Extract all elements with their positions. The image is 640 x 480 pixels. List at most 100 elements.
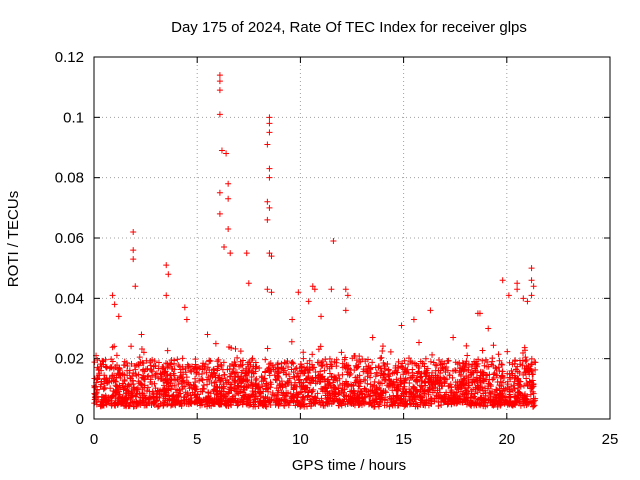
data-point: [109, 344, 116, 351]
data-point: [283, 393, 290, 400]
data-point: [239, 357, 246, 364]
data-point: [374, 386, 381, 393]
data-point: [250, 363, 257, 370]
data-point: [304, 394, 311, 401]
data-point: [318, 395, 325, 402]
data-point: [481, 385, 488, 392]
data-point: [350, 382, 357, 389]
data-point: [493, 386, 500, 393]
data-point: [272, 376, 279, 383]
data-point: [372, 373, 379, 380]
data-point: [123, 395, 130, 402]
data-point: [246, 392, 253, 399]
data-point: [318, 363, 325, 370]
data-point: [98, 381, 105, 388]
data-point-spike: [183, 316, 190, 323]
data-point: [232, 345, 239, 352]
data-point: [389, 401, 396, 408]
data-point: [312, 369, 319, 376]
data-point: [269, 391, 276, 398]
data-point: [206, 402, 213, 409]
data-point: [185, 363, 192, 370]
data-point: [308, 393, 315, 400]
data-point: [148, 367, 155, 374]
data-point-spike: [520, 295, 527, 302]
data-point: [452, 359, 459, 366]
data-point: [395, 383, 402, 390]
data-point: [379, 380, 386, 387]
data-point-spike: [528, 265, 535, 272]
data-point: [415, 369, 422, 376]
data-point: [515, 399, 522, 406]
data-point-spike: [216, 78, 223, 85]
data-point: [221, 371, 228, 378]
data-point: [286, 399, 293, 406]
data-point: [350, 398, 357, 405]
data-point: [264, 345, 271, 352]
data-point: [465, 374, 472, 381]
data-point-spike: [266, 204, 273, 211]
data-point: [456, 359, 463, 366]
data-point: [164, 400, 171, 407]
data-point: [99, 357, 106, 364]
data-point: [200, 360, 207, 367]
data-point: [311, 364, 318, 371]
data-point: [124, 363, 131, 370]
data-point: [322, 383, 329, 390]
data-point: [240, 399, 247, 406]
data-point: [352, 379, 359, 386]
plot-frame: [93, 56, 611, 420]
data-point: [134, 401, 141, 408]
data-point: [507, 394, 514, 401]
x-tick-label: 0: [90, 431, 98, 448]
data-point: [519, 400, 526, 407]
data-point: [280, 402, 287, 409]
data-point: [283, 371, 290, 378]
y-tick-label: 0.04: [55, 290, 84, 307]
data-point: [382, 389, 389, 396]
data-point-spike: [216, 87, 223, 94]
data-point: [100, 385, 107, 392]
data-point: [484, 372, 491, 379]
data-point: [116, 369, 123, 376]
data-point: [306, 366, 313, 373]
data-point: [471, 358, 478, 365]
data-point: [520, 396, 527, 403]
data-point: [393, 369, 400, 376]
data-point: [259, 374, 266, 381]
data-point: [451, 393, 458, 400]
data-point: [253, 375, 260, 382]
data-point: [378, 354, 385, 361]
data-point: [181, 383, 188, 390]
data-point: [474, 389, 481, 396]
data-point: [479, 347, 486, 354]
data-point: [463, 358, 470, 365]
data-point: [406, 380, 413, 387]
data-point: [321, 367, 328, 374]
data-point: [187, 392, 194, 399]
data-point: [98, 363, 105, 370]
data-point: [354, 396, 361, 403]
data-point: [385, 372, 392, 379]
data-point: [135, 361, 142, 368]
data-point: [318, 374, 325, 381]
data-point: [527, 379, 534, 386]
data-point: [425, 375, 432, 382]
data-point: [359, 394, 366, 401]
data-point: [247, 361, 254, 368]
data-point: [161, 391, 168, 398]
data-point: [510, 401, 517, 408]
data-point: [128, 343, 135, 350]
data-point: [396, 399, 403, 406]
data-point: [336, 397, 343, 404]
data-point-spike: [342, 307, 349, 314]
data-point: [332, 386, 339, 393]
data-point: [111, 343, 118, 350]
data-point: [107, 385, 114, 392]
data-point: [531, 359, 538, 366]
data-point: [245, 382, 252, 389]
data-point: [297, 370, 304, 377]
data-point: [438, 402, 445, 409]
data-point: [384, 382, 391, 389]
data-point: [262, 393, 269, 400]
